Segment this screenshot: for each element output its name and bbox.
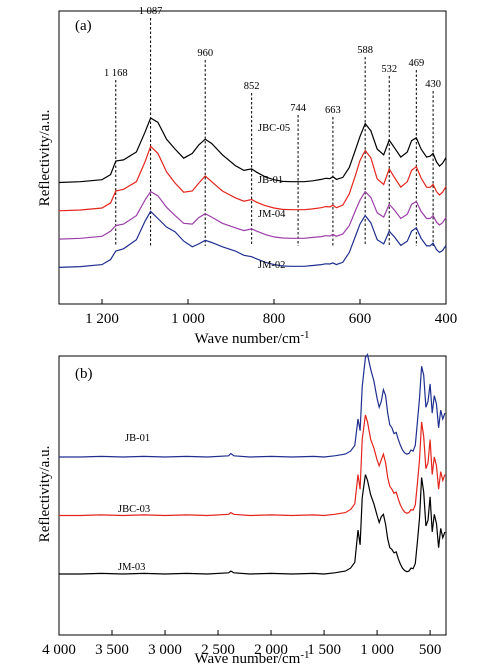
peak-label-960: 960: [197, 48, 213, 59]
x-axis-a: 1 200 1 000 800 600 400: [85, 299, 457, 327]
series-label-jb-01: JB-01: [258, 175, 283, 186]
x-tick-label: 1 200: [85, 311, 119, 327]
series-label-jbc-03: JBC-03: [118, 504, 150, 515]
peak-label-1087: 1 087: [139, 6, 163, 17]
panel-label-b: (b): [75, 366, 93, 382]
panel-b: (b) JB-01 JBC-03 JM-03 4 000 3 500 3 000 2 50…: [37, 353, 447, 667]
series-label-jm-03: JM-03: [118, 562, 145, 573]
x-tick-label: 2 500: [201, 642, 235, 658]
peak-label-1168: 1 168: [104, 68, 128, 79]
x-tick-label: 1 500: [307, 642, 341, 658]
series-line-jbc-03: [59, 414, 446, 517]
peak-label-430: 430: [425, 79, 441, 90]
peak-label-588: 588: [357, 45, 373, 56]
x-tick-label: 1 000: [360, 642, 394, 658]
series-line-jb-01: [58, 145, 447, 212]
peak-label-852: 852: [244, 81, 260, 92]
x-axis-title-b: Wave number/cm-1: [194, 649, 309, 667]
x-tick-label: 3 000: [148, 642, 182, 658]
peak-label-532: 532: [381, 64, 397, 75]
x-axis-title-a: Wave number/cm-1: [194, 329, 309, 347]
y-axis-title-a: Reflectivity/a.u.: [37, 110, 53, 207]
peak-label-663: 663: [325, 105, 341, 116]
series-label-jbc-05: JBC-05: [258, 123, 290, 134]
y-axis-title-b: Reflectivity/a.u.: [37, 446, 53, 543]
series-group-a: JBC-05 JB-01 JM-04 JM-02: [58, 117, 447, 271]
x-tick-label: 800: [263, 311, 286, 327]
x-tick-label: 4 000: [42, 642, 76, 658]
panel-label-a: (a): [75, 18, 92, 34]
x-tick-label: 2 000: [254, 642, 288, 658]
series-line-jbc-05: [58, 117, 447, 184]
series-label-jm-04: JM-04: [258, 209, 286, 220]
x-tick-label: 1 000: [171, 311, 205, 327]
series-line-jm-04: [58, 190, 447, 240]
x-tick-label: 400: [435, 311, 458, 327]
series-label-jb-01: JB-01: [125, 433, 150, 444]
series-line-jb-01: [59, 353, 446, 458]
series-label-jm-02: JM-02: [258, 260, 285, 271]
peak-label-469: 469: [408, 58, 424, 69]
x-tick-label: 600: [349, 311, 372, 327]
series-group-b: JB-01 JBC-03 JM-03: [59, 353, 446, 575]
series-line-jm-03: [59, 474, 446, 575]
plot-area-a: [58, 10, 447, 305]
x-tick-label: 3 500: [95, 642, 129, 658]
plot-area-b: [58, 355, 447, 636]
series-line-jm-02: [58, 210, 447, 268]
x-axis-b: 4 000 3 500 3 000 2 500 2 000 1 500 1 000 500: [42, 630, 441, 658]
peak-label-744: 744: [290, 103, 307, 114]
x-tick-label: 500: [419, 642, 442, 658]
